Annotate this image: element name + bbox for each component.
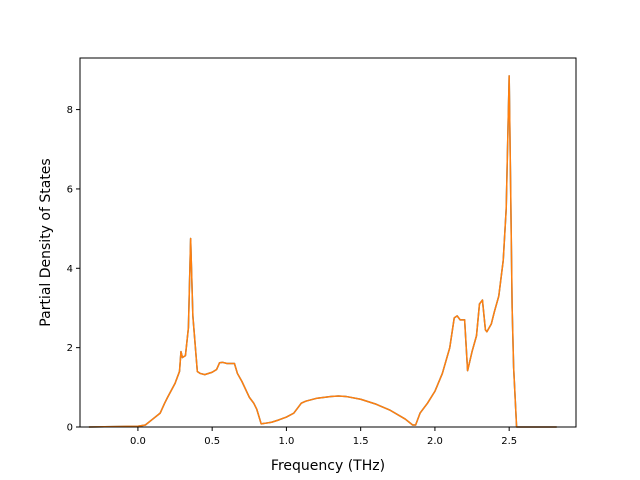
x-tick-label: 0.5	[204, 436, 220, 447]
x-tick-label: 1.5	[353, 436, 369, 447]
y-axis-ticks: 0 2 4 6 8	[67, 105, 80, 434]
y-tick-label: 6	[67, 184, 73, 195]
y-axis-label: Partial Density of States	[38, 158, 54, 326]
y-tick-label: 8	[67, 105, 73, 116]
x-axis-ticks: 0.0 0.5 1.0 1.5 2.0 2.5	[130, 427, 517, 447]
x-tick-label: 1.0	[278, 436, 294, 447]
x-tick-label: 2.0	[427, 436, 443, 447]
y-tick-label: 4	[67, 264, 73, 275]
axes-frame	[79, 57, 577, 428]
series-line-2	[88, 75, 557, 428]
x-tick-label: 0.0	[130, 436, 146, 447]
y-tick-label: 0	[67, 423, 73, 434]
plot-area	[88, 75, 557, 428]
x-axis-label: Frequency (THz)	[271, 458, 385, 474]
y-tick-label: 2	[67, 343, 73, 354]
x-tick-label: 2.5	[501, 436, 517, 447]
